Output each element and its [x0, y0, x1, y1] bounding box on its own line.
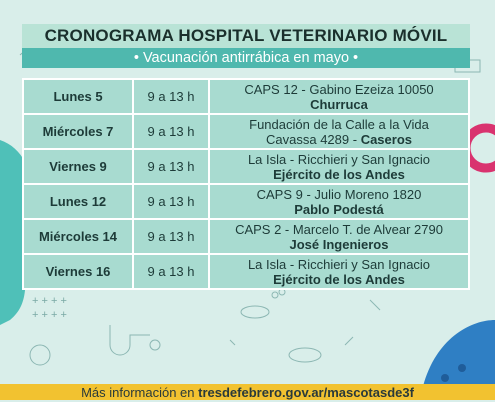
day: Viernes 9: [22, 148, 134, 185]
day: Viernes 16: [22, 253, 134, 290]
locality: Churruca: [310, 96, 368, 112]
row: Lunes 5 9 a 13 h CAPS 12 - Gabino Ezeiza…: [22, 78, 470, 115]
row: Miércoles 14 9 a 13 h CAPS 2 - Marcelo T…: [22, 218, 470, 255]
blue-blob: [420, 320, 495, 400]
row: Lunes 12 9 a 13 h CAPS 9 - Julio Moreno …: [22, 183, 470, 220]
address: La Isla - Ricchieri y San Ignacio: [247, 256, 431, 272]
place: CAPS 9 - Julio Moreno 1820 Pablo Podestá: [208, 183, 470, 220]
address: Fundación de la Calle a la Vida: [249, 116, 429, 132]
place: La Isla - Ricchieri y San Ignacio Ejércit…: [208, 253, 470, 290]
svg-text:+ + + +: + + + +: [32, 295, 67, 307]
day: Miércoles 14: [22, 218, 134, 255]
place: Fundación de la Calle a la Vida Cavassa 4…: [208, 113, 470, 150]
day: Lunes 12: [22, 183, 134, 220]
address: CAPS 2 - Marcelo T. de Alvear 2790: [235, 221, 443, 237]
footer-link[interactable]: tresdefebrero.gov.ar/mascotasde3f: [198, 385, 414, 400]
row: Viernes 16 9 a 13 h La Isla - Ricchieri …: [22, 253, 470, 290]
address: Cavassa 4289 -: [266, 131, 358, 147]
title: CRONOGRAMA HOSPITAL VETERINARIO MÓVIL: [22, 24, 470, 48]
place: La Isla - Ricchieri y San Ignacio Ejércit…: [208, 148, 470, 185]
place: CAPS 12 - Gabino Ezeiza 10050 Churruca: [208, 78, 470, 115]
place: CAPS 2 - Marcelo T. de Alvear 2790 José I…: [208, 218, 470, 255]
plus-pattern: + + + + + + + +: [32, 295, 67, 321]
day: Lunes 5: [22, 78, 134, 115]
address: CAPS 9 - Julio Moreno 1820: [256, 186, 422, 202]
hours: 9 a 13 h: [132, 218, 210, 255]
subtitle: • Vacunación antirrábica en mayo •: [22, 48, 470, 68]
pink-ring: [461, 123, 495, 173]
footer-text: Más información en: [81, 385, 195, 400]
locality: Pablo Podestá: [294, 201, 384, 217]
hours: 9 a 13 h: [132, 183, 210, 220]
hours: 9 a 13 h: [132, 113, 210, 150]
svg-text:+ + + +: + + + +: [32, 309, 67, 321]
address: La Isla - Ricchieri y San Ignacio: [247, 151, 431, 167]
hours: 9 a 13 h: [132, 78, 210, 115]
hours: 9 a 13 h: [132, 253, 210, 290]
hours: 9 a 13 h: [132, 148, 210, 185]
row: Miércoles 7 9 a 13 h Fundación de la Cal…: [22, 113, 470, 150]
footer: Más información en tresdefebrero.gov.ar/…: [0, 384, 495, 400]
locality: Caseros: [360, 131, 412, 147]
locality: Ejército de los Andes: [273, 271, 405, 287]
row: Viernes 9 9 a 13 h La Isla - Ricchieri y…: [22, 148, 470, 185]
schedule-table: Lunes 5 9 a 13 h CAPS 12 - Gabino Ezeiza…: [22, 78, 470, 290]
locality: Ejército de los Andes: [273, 166, 405, 182]
day: Miércoles 7: [22, 113, 134, 150]
line-icons: [19, 47, 481, 366]
address: CAPS 12 - Gabino Ezeiza 10050: [244, 81, 434, 97]
locality: José Ingenieros: [289, 236, 389, 252]
